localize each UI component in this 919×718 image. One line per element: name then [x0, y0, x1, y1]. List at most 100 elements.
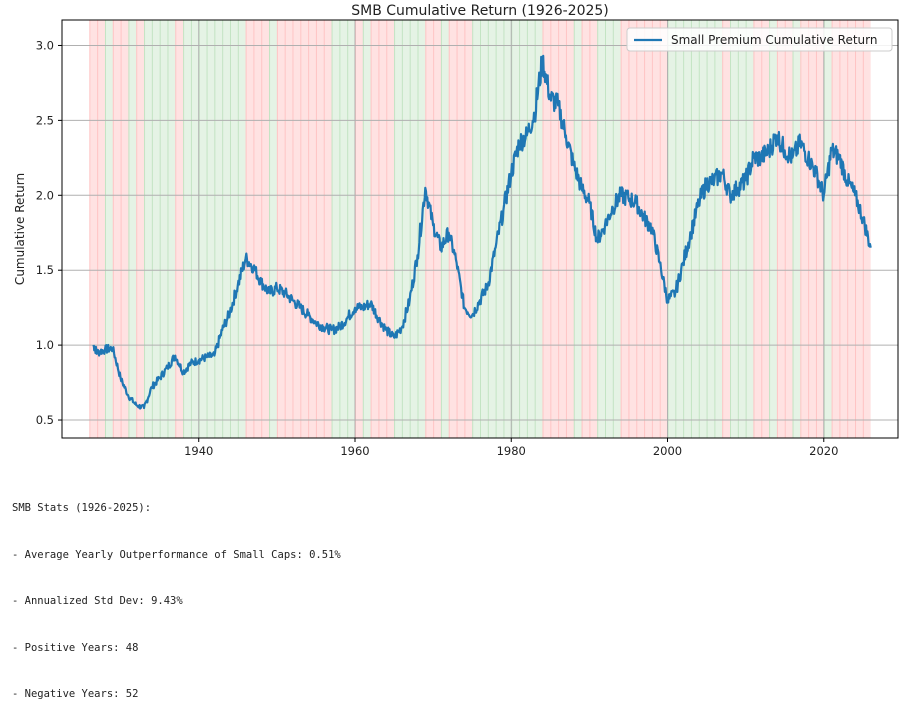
year-band-2023 — [847, 20, 856, 438]
year-band-1980 — [511, 20, 520, 438]
y-axis-ticks: 0.5 1.0 1.5 2.0 2.5 3.0 — [36, 38, 62, 427]
x-axis-ticks: 1940 1960 1980 2000 2020 — [184, 438, 838, 458]
chart-title: SMB Cumulative Return (1926-2025) — [351, 3, 609, 19]
year-band-1957 — [331, 20, 340, 438]
year-band-2007 — [722, 20, 731, 438]
y-tick-label: 1.5 — [36, 263, 54, 277]
year-band-1977 — [487, 20, 496, 438]
year-band-1986 — [558, 20, 566, 438]
chart: 1940 1960 1980 2000 2020 0.51.01.52.02.53.0 … — [13, 3, 899, 458]
year-band-1934 — [151, 20, 160, 438]
year-band-2009 — [737, 20, 746, 438]
year-band-1927 — [97, 20, 105, 438]
year-band-1996 — [636, 20, 645, 438]
year-band-1950 — [276, 20, 285, 438]
legend: Small Premium Cumulative Return — [626, 27, 893, 52]
stats-panel: SMB Stats (1926-2025): - Average Yearly … — [12, 470, 341, 718]
year-band-1984 — [542, 20, 551, 438]
year-band-2016 — [792, 20, 801, 438]
year-band-1940 — [198, 20, 207, 438]
year-band-1974 — [464, 20, 473, 438]
year-band-1926 — [89, 20, 98, 438]
x-tick-label: 1980 — [497, 444, 526, 458]
grid-lines — [62, 20, 898, 438]
x-tick-label: 2000 — [653, 444, 682, 458]
year-band-2002 — [683, 20, 691, 438]
year-band-1987 — [565, 20, 574, 438]
year-band-1929 — [112, 20, 121, 438]
year-band-1995 — [628, 20, 637, 438]
year-band-1935 — [159, 20, 168, 438]
year-band-1966 — [401, 20, 410, 438]
year-band-1983 — [534, 20, 543, 438]
year-band-2022 — [839, 20, 848, 438]
year-band-1954 — [308, 20, 316, 438]
year-band-1979 — [503, 20, 512, 438]
year-band-1963 — [378, 20, 387, 438]
year-band-1943 — [222, 20, 230, 438]
year-band-2001 — [675, 20, 684, 438]
year-band-1941 — [206, 20, 215, 438]
year-band-2020 — [823, 20, 832, 438]
stats-line-avg-outperformance: - Average Yearly Outperformance of Small… — [12, 548, 341, 561]
y-tick-label: 0.5 — [36, 413, 54, 427]
series-line-group — [92, 54, 872, 410]
stats-line-std-dev: - Annualized Std Dev: 9.43% — [12, 595, 183, 607]
year-band-2000 — [667, 20, 676, 438]
year-band-1937 — [175, 20, 184, 438]
year-band-1958 — [339, 20, 348, 438]
year-band-1964 — [386, 20, 395, 438]
stats-line-positive-years: - Positive Years: 48 — [12, 641, 139, 654]
year-band-1962 — [370, 20, 379, 438]
y-tick-label: 3.0 — [36, 38, 54, 52]
year-band-2015 — [784, 20, 793, 438]
year-band-2014 — [776, 20, 785, 438]
year-band-1975 — [472, 20, 480, 438]
year-band-1959 — [347, 20, 355, 438]
year-band-1960 — [354, 20, 363, 438]
year-band-1947 — [253, 20, 262, 438]
year-band-1989 — [581, 20, 590, 438]
year-band-1992 — [605, 20, 613, 438]
year-band-2006 — [714, 20, 723, 438]
year-band-2008 — [730, 20, 738, 438]
year-band-1956 — [323, 20, 332, 438]
year-band-1973 — [456, 20, 465, 438]
year-band-2003 — [690, 20, 699, 438]
year-band-1952 — [292, 20, 301, 438]
year-band-1981 — [519, 20, 527, 438]
year-band-1998 — [651, 20, 660, 438]
axes-frame — [61, 19, 899, 439]
year-band-1946 — [245, 20, 254, 438]
year-band-1932 — [136, 20, 145, 438]
year-band-2012 — [761, 20, 770, 438]
year-band-1944 — [229, 20, 238, 438]
x-tick-label: 1940 — [184, 444, 213, 458]
year-band-1948 — [261, 20, 270, 438]
year-band-1988 — [573, 20, 582, 438]
year-band-1994 — [620, 20, 629, 438]
year-band-2018 — [808, 20, 816, 438]
year-band-1982 — [526, 20, 535, 438]
year-band-1928 — [104, 20, 113, 438]
year-band-1951 — [284, 20, 293, 438]
x-tick-label: 1960 — [340, 444, 369, 458]
year-band-1999 — [659, 20, 668, 438]
year-band-2024 — [855, 20, 863, 438]
y-tick-label: 2.5 — [36, 113, 54, 127]
year-band-1965 — [394, 20, 402, 438]
year-band-2021 — [831, 20, 840, 438]
year-band-1953 — [300, 20, 309, 438]
year-band-2013 — [769, 20, 777, 438]
series-line-small-premium — [92, 54, 872, 410]
x-tick-label: 2020 — [809, 444, 838, 458]
year-band-2004 — [698, 20, 707, 438]
year-band-1971 — [440, 20, 449, 438]
legend-label: Small Premium Cumulative Return — [671, 33, 877, 47]
year-band-1938 — [183, 20, 191, 438]
year-band-1961 — [362, 20, 371, 438]
year-band-1936 — [167, 20, 176, 438]
y-tick-label: 2.0 — [36, 188, 54, 202]
year-band-1955 — [315, 20, 324, 438]
year-band-1985 — [550, 20, 559, 438]
